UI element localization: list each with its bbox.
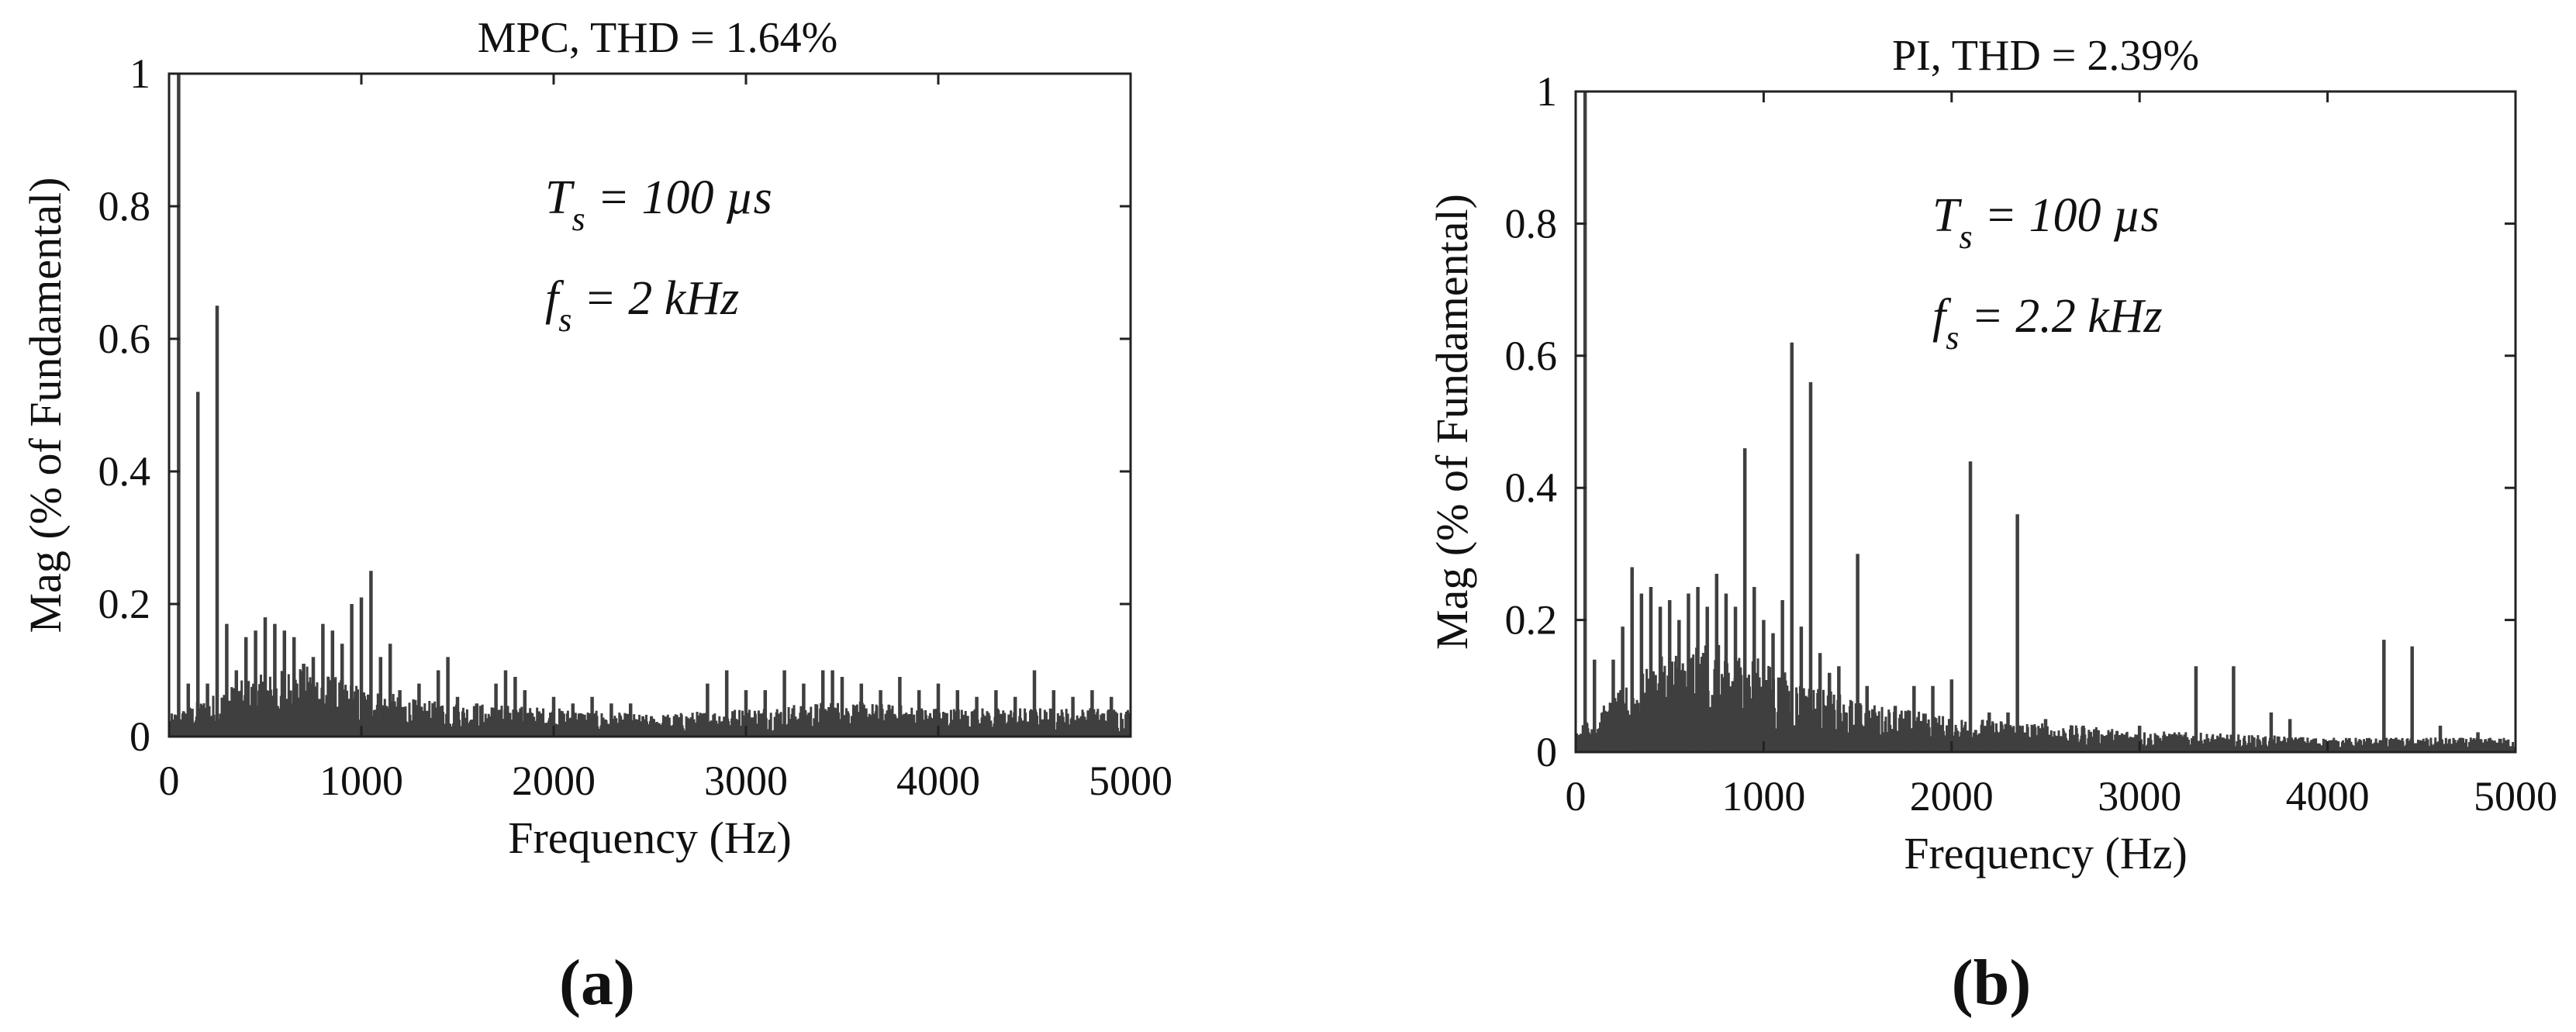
annotation-symbol: T [1932,189,1963,242]
y-tick-label: 0.2 [98,581,151,627]
y-axis-label: Mag (% of Fundamental) [1427,194,1477,650]
y-tick-label: 0 [1536,729,1557,775]
x-axis-label: Frequency (Hz) [508,813,792,863]
annotation-subscript: s [571,200,585,238]
annotation-symbol: T [545,171,575,224]
harmonic-peaks [1583,91,2480,752]
x-tick-label: 5000 [1089,758,1172,804]
axes-frame [167,72,1132,738]
chart-title: MPC, THD = 1.64% [478,14,838,62]
y-tick-label: 1 [1536,68,1557,115]
y-tick-label: 0.6 [1505,333,1558,379]
plot-area [1576,91,2516,752]
annotation-subscript: s [1946,319,1959,357]
annotation-value: = 100 µs [1973,189,2160,242]
x-axis-label: Frequency (Hz) [1904,828,2188,878]
chart-b: 0 1000 2000 3000 4000 5000 0 0.2 0.4 0.6 0.8 1 PI, T… [1427,32,2557,1019]
x-tick-label: 4000 [2286,773,2370,820]
y-tick-label: 0.6 [98,316,151,362]
y-axis-label: Mag (% of Fundamental) [20,178,71,633]
y-tick-label: 0.2 [1505,597,1558,644]
chart-a: 0 1000 2000 3000 4000 5000 0 0.2 0.4 0.6 0.8 1 MPC, … [20,14,1172,1019]
x-tick-label: 1000 [1721,773,1805,820]
harmonic-peaks [177,74,1114,737]
y-tick-label: 0.4 [98,448,151,495]
y-tick-label: 0.8 [1505,200,1558,247]
annotation-switching-frequency: fs = 2 kHz [545,272,739,339]
annotation-subscript: s [1959,218,1972,256]
axes-frame [1574,90,2517,754]
x-tick-label: 4000 [896,758,980,804]
y-tick-label: 0.8 [98,183,151,230]
x-tick-label: 2000 [512,758,596,804]
panel-label: (b) [1952,947,2032,1019]
annotation-sample-time: Ts = 100 µs [545,171,772,238]
x-tick-label: 0 [1566,773,1587,820]
y-tick-label: 1 [129,50,150,97]
annotation-value: = 2 kHz [571,272,739,325]
annotation-value: = 100 µs [585,171,772,224]
x-tick-label: 3000 [704,758,788,804]
panel-label: (a) [559,947,635,1019]
chart-title: PI, THD = 2.39% [1892,32,2199,80]
annotation-sample-time: Ts = 100 µs [1932,189,2160,256]
y-tick-label: 0 [129,713,150,760]
x-tick-label: 2000 [1910,773,1994,820]
x-tick-label: 1000 [319,758,403,804]
annotation-switching-frequency: fs = 2.2 kHz [1932,290,2163,357]
plot-area [169,74,1131,737]
annotation-value: = 2.2 kHz [1959,290,2162,343]
annotation-subscript: s [558,301,571,339]
x-tick-label: 3000 [2098,773,2181,820]
x-tick-label: 0 [159,758,180,804]
y-tick-label: 0.4 [1505,464,1558,511]
x-tick-label: 5000 [2474,773,2557,820]
